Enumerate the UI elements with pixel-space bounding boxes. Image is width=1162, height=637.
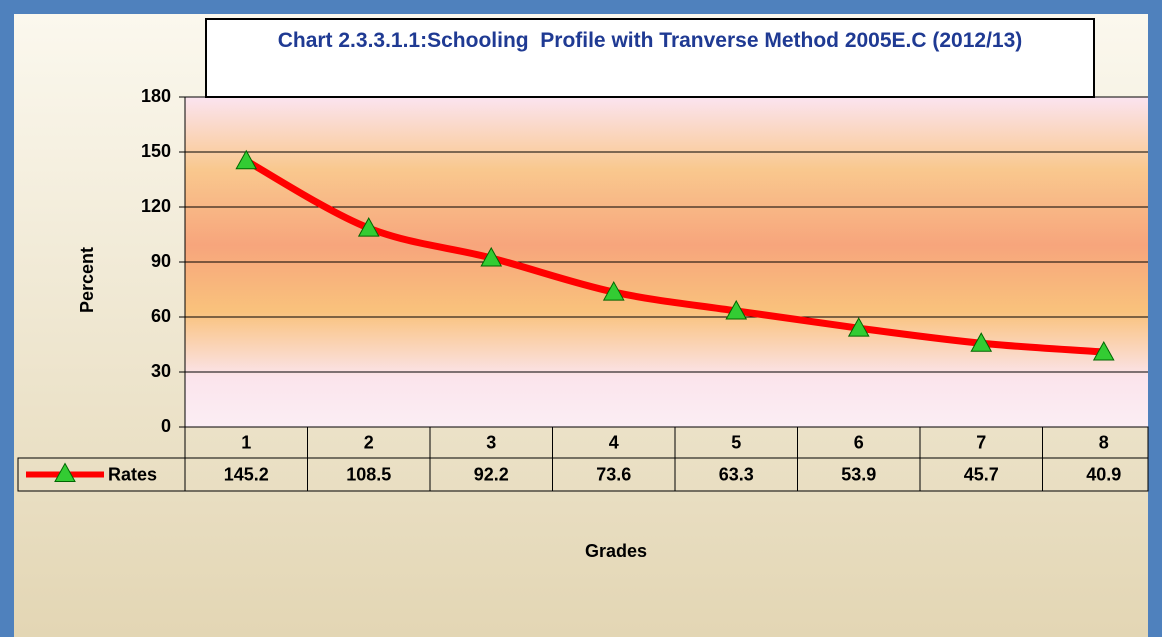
- x-tick-label: 4: [609, 432, 619, 452]
- y-tick-label: 30: [151, 361, 171, 381]
- marker: [54, 462, 76, 482]
- data-table-value: 63.3: [719, 464, 754, 484]
- x-tick-label: 3: [486, 432, 496, 452]
- y-tick-label: 150: [141, 141, 171, 161]
- x-axis-label: Grades: [585, 541, 647, 561]
- x-tick-label: 5: [731, 432, 741, 452]
- y-tick-label: 60: [151, 306, 171, 326]
- y-tick-label: 180: [141, 86, 171, 106]
- x-tick-label: 2: [364, 432, 374, 452]
- data-table-value: 40.9: [1086, 464, 1121, 484]
- y-tick-label: 90: [151, 251, 171, 271]
- marker: [725, 299, 748, 320]
- data-table-value: 145.2: [224, 464, 269, 484]
- x-tick-label: 1: [241, 432, 251, 452]
- y-axis-label: Percent: [77, 247, 97, 313]
- data-table-value: 92.2: [474, 464, 509, 484]
- chart-title: Chart 2.3.3.1.1:Schooling Profile with T…: [205, 18, 1095, 98]
- y-tick-label: 0: [161, 416, 171, 436]
- marker: [480, 246, 503, 267]
- marker: [602, 281, 625, 301]
- marker: [970, 332, 993, 352]
- data-table-value: 45.7: [964, 464, 999, 484]
- y-tick-label: 120: [141, 196, 171, 216]
- marker: [1092, 340, 1115, 361]
- data-table-value: 108.5: [346, 464, 391, 484]
- marker: [847, 317, 870, 337]
- x-tick-label: 6: [854, 432, 864, 452]
- legend-label: Rates: [108, 464, 157, 484]
- marker: [357, 217, 380, 237]
- x-tick-label: 7: [976, 432, 986, 452]
- series-line: [242, 157, 1108, 356]
- marker: [235, 149, 258, 170]
- x-tick-label: 8: [1099, 432, 1109, 452]
- data-table-value: 73.6: [596, 464, 631, 484]
- data-table-value: 53.9: [841, 464, 876, 484]
